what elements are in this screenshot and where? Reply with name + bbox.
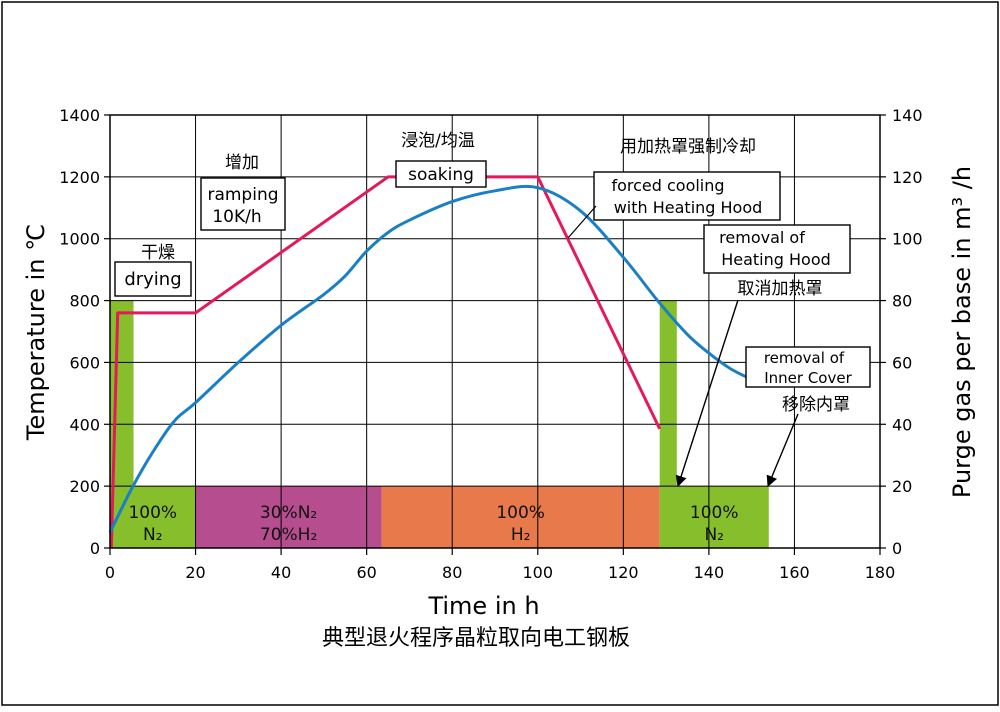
hood-arrow: [675, 299, 739, 488]
soaking-en-label: soaking: [408, 165, 474, 185]
soaking-cn-label: 浸泡/均温: [401, 131, 475, 151]
y-right-tick-label-6: 120: [892, 168, 923, 187]
y-axis-label-right: Purge gas per base in m³ /h: [948, 166, 976, 498]
x-tick-label-0: 0: [105, 563, 115, 582]
x-tick-label-9: 180: [865, 563, 896, 582]
drying-en-label: drying: [124, 269, 181, 290]
ramping-cn-label: 增加: [225, 153, 259, 173]
hood-en-label-1: removal of: [719, 228, 805, 247]
gas-band-3: [659, 486, 769, 548]
x-tick-label-1: 20: [185, 563, 205, 582]
drying-cn-label: 干燥: [141, 243, 175, 263]
y-right-tick-label-2: 40: [892, 415, 912, 434]
ramping-label-box: [200, 177, 286, 231]
plot-area-border: [109, 114, 881, 549]
x-tick-label-3: 60: [356, 563, 376, 582]
gas-band-label-bottom-1: 70%H₂: [260, 525, 317, 545]
cooling-label-box: [593, 171, 781, 221]
y-right-tick-label-7: 140: [892, 106, 923, 125]
inner-label-box: [745, 346, 871, 388]
gas-band-label-bottom-2: H₂: [511, 525, 531, 545]
ramping-en-label-1: ramping: [207, 185, 278, 205]
purge-bar-1: [659, 300, 677, 487]
x-tick-label-2: 40: [271, 563, 291, 582]
gas-band-2: [381, 486, 660, 548]
x-axis-label: Time in h: [427, 592, 539, 620]
chart-title: 典型退火程序晶粒取向电工钢板: [322, 626, 630, 651]
y-left-tick-label-5: 1000: [59, 230, 100, 249]
ramping-en-label-2: 10K/h: [212, 207, 261, 227]
gas-band-label-top-2: 100%: [496, 503, 545, 523]
y-right-tick-label-5: 100: [892, 230, 923, 249]
y-left-tick-label-2: 400: [69, 415, 100, 434]
hood-label-box: [703, 224, 851, 274]
gas-band-label-bottom-0: N₂: [143, 525, 163, 545]
x-tick-label-7: 140: [694, 563, 725, 582]
inner-cn-label: 移除内罩: [782, 395, 850, 415]
inner-arrow: [766, 413, 799, 488]
x-tick-label-5: 100: [523, 563, 554, 582]
gas-band-label-top-0: 100%: [128, 503, 177, 523]
y-left-tick-label-3: 600: [69, 353, 100, 372]
hood-en-label-2: Heating Hood: [721, 250, 831, 269]
series-line-1: [108, 184, 753, 534]
y-left-tick-label-4: 800: [69, 292, 100, 311]
hood-cn-label: 取消加热罩: [738, 279, 823, 299]
y-left-tick-label-6: 1200: [59, 168, 100, 187]
cooling-pointer-line: [567, 205, 597, 239]
y-right-tick-label-3: 60: [892, 353, 912, 372]
y-right-tick-label-1: 20: [892, 477, 912, 496]
gas-band-label-bottom-3: N₂: [704, 525, 724, 545]
y-left-tick-label-0: 0: [90, 539, 100, 558]
cooling-cn-label: 用加热罩强制冷却: [620, 137, 756, 157]
soaking-label-box: [395, 160, 487, 188]
gas-band-0: [110, 486, 196, 548]
inner-en-label-2: Inner Cover: [764, 369, 852, 387]
y-axis-label-left: Temperature in ℃: [22, 224, 50, 441]
y-right-tick-label-4: 80: [892, 292, 912, 311]
drying-label-box: [114, 261, 192, 297]
gas-band-label-top-3: 100%: [690, 503, 739, 523]
gas-band-label-top-1: 30%N₂: [260, 503, 317, 523]
x-tick-label-8: 160: [779, 563, 810, 582]
cooling-en-label-1: forced cooling: [611, 176, 724, 195]
series-line-0: [109, 175, 662, 549]
y-right-tick-label-0: 0: [892, 539, 902, 558]
gas-band-1: [195, 486, 382, 548]
x-tick-label-6: 120: [608, 563, 639, 582]
x-tick-label-4: 80: [442, 563, 462, 582]
cooling-en-label-2: with Heating Hood: [614, 198, 763, 217]
y-left-tick-label-1: 200: [69, 477, 100, 496]
inner-en-label-1: removal of: [764, 349, 845, 367]
y-left-tick-label-7: 1400: [59, 106, 100, 125]
